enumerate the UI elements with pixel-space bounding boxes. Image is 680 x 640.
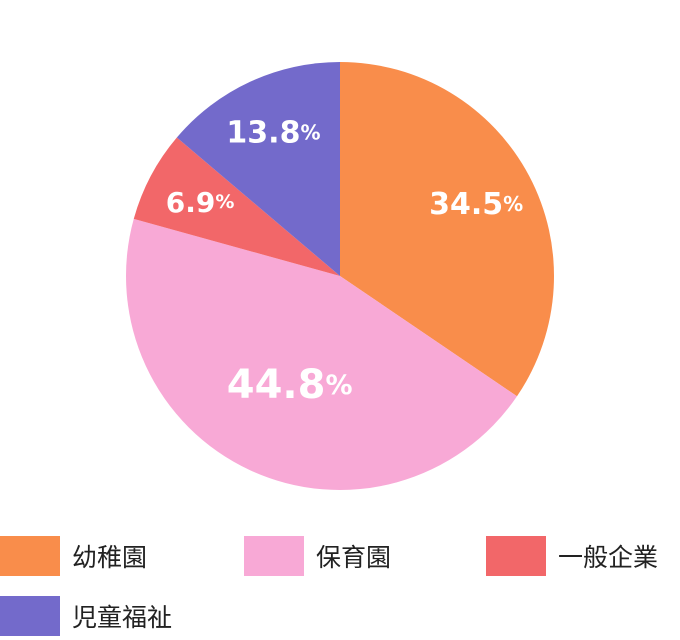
pie-slices: [126, 62, 554, 490]
legend-label-child-welfare: 児童福祉: [72, 603, 173, 632]
legend-label-company: 一般企業: [558, 543, 659, 572]
pie-slice-company: [133, 137, 340, 276]
legend-swatch-child-welfare: [0, 596, 60, 636]
pie-slice-nursery: [126, 218, 517, 490]
legend-item-company: 一般企業: [486, 536, 658, 576]
pie-labels: 34.5% 44.8% 6.9% 13.8%: [166, 115, 523, 408]
legend-swatch-kindergarten: [0, 536, 60, 576]
pie-label-child-welfare: 13.8%: [226, 115, 320, 150]
legend-item-child-welfare: 児童福祉: [0, 596, 172, 636]
pie-chart: 34.5% 44.8% 6.9% 13.8%: [126, 62, 554, 490]
pie-slice-kindergarten: [340, 62, 554, 397]
legend-item-nursery: 保育園: [244, 536, 391, 576]
legend-swatch-company: [486, 536, 546, 576]
legend-label-nursery: 保育園: [316, 543, 392, 572]
legend-label-kindergarten: 幼稚園: [72, 543, 148, 572]
legend-swatch-nursery: [244, 536, 304, 576]
pie-label-company: 6.9%: [166, 185, 235, 218]
pie-slice-child-welfare: [176, 62, 340, 276]
pie-label-kindergarten: 34.5%: [429, 186, 523, 221]
legend-item-kindergarten: 幼稚園: [0, 536, 147, 576]
pie-label-nursery: 44.8%: [227, 362, 353, 408]
